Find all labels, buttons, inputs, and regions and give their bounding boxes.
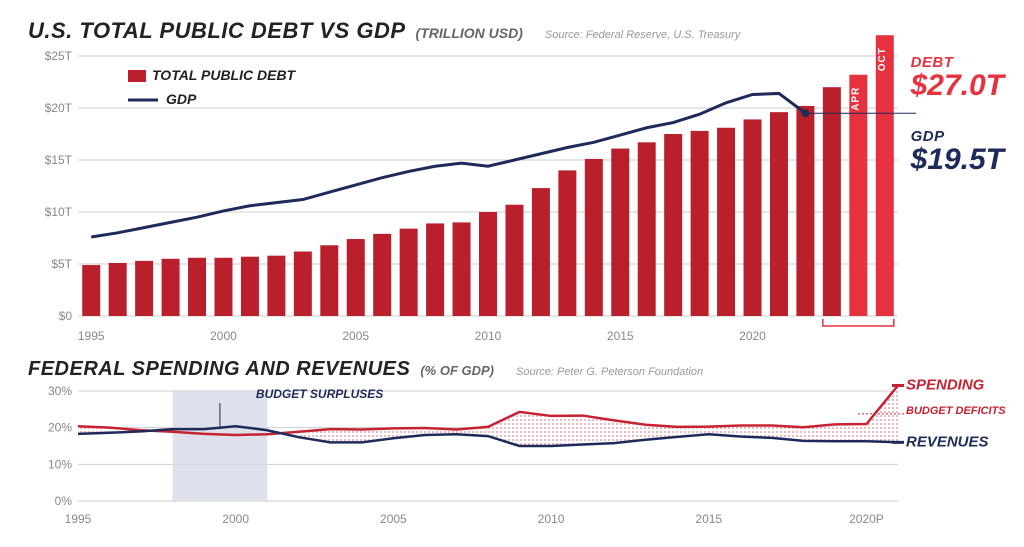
svg-text:GDP: GDP [166, 91, 197, 107]
svg-text:2015: 2015 [695, 512, 722, 526]
bottom-title: FEDERAL SPENDING AND REVENUES [28, 358, 410, 381]
bottom-subtitle: (% OF GDP) [420, 363, 494, 378]
svg-text:BUDGET DEFICITS: BUDGET DEFICITS [906, 405, 1006, 417]
svg-text:2005: 2005 [380, 512, 407, 526]
svg-text:20%: 20% [48, 421, 72, 435]
bottom-source: Source: Peter G. Peterson Foundation [516, 366, 703, 378]
svg-text:OCT: OCT [877, 47, 888, 71]
svg-text:$20T: $20T [45, 101, 73, 115]
svg-text:SPENDING: SPENDING [906, 377, 985, 394]
svg-text:APR: APR [850, 87, 861, 111]
svg-text:2005: 2005 [342, 329, 369, 343]
bottom-chart-svg: 0%10%20%30%BUDGET SURPLUSESSPENDINGREVEN… [28, 387, 1008, 537]
top-title: U.S. TOTAL PUBLIC DEBT VS GDP [28, 18, 406, 44]
bottom-title-row: FEDERAL SPENDING AND REVENUES (% OF GDP)… [28, 358, 996, 381]
gdp-callout: GDP $19.5T [911, 128, 1004, 175]
svg-text:$15T: $15T [45, 153, 73, 167]
svg-text:1995: 1995 [78, 329, 105, 343]
svg-text:30%: 30% [48, 384, 72, 398]
svg-text:TOTAL PUBLIC DEBT: TOTAL PUBLIC DEBT [152, 67, 297, 83]
debt-callout-value: $27.0T [911, 71, 1004, 101]
top-source: Source: Federal Reserve, U.S. Treasury [545, 29, 740, 41]
top-title-row: U.S. TOTAL PUBLIC DEBT VS GDP (TRILLION … [28, 18, 996, 44]
svg-text:2010: 2010 [475, 329, 502, 343]
svg-text:2000: 2000 [222, 512, 249, 526]
top-subtitle: (TRILLION USD) [416, 25, 523, 41]
svg-text:1995: 1995 [65, 512, 92, 526]
gdp-callout-value: $19.5T [911, 145, 1004, 175]
svg-text:$25T: $25T [45, 49, 73, 63]
svg-text:0%: 0% [55, 494, 73, 508]
svg-text:REVENUES: REVENUES [906, 433, 989, 450]
svg-text:BUDGET SURPLUSES: BUDGET SURPLUSES [256, 387, 383, 401]
svg-text:2020P: 2020P [849, 512, 884, 526]
bottom-chart-wrap: 0%10%20%30%BUDGET SURPLUSESSPENDINGREVEN… [28, 387, 996, 537]
svg-text:2020: 2020 [739, 329, 766, 343]
svg-text:$5T: $5T [51, 257, 72, 271]
svg-text:10%: 10% [48, 457, 72, 471]
top-chart-wrap: $0 $5T $10T $15T $20T $25T TOTAL PUBLIC DEBT GD… [28, 50, 996, 350]
svg-text:$0: $0 [59, 309, 73, 323]
svg-text:2015: 2015 [607, 329, 634, 343]
debt-callout: DEBT $27.0T [911, 54, 1004, 101]
svg-text:$10T: $10T [45, 205, 73, 219]
svg-text:2000: 2000 [210, 329, 237, 343]
svg-text:2010: 2010 [538, 512, 565, 526]
top-chart-svg: $0 $5T $10T $15T $20T $25T TOTAL PUBLIC DEBT GD… [28, 50, 1008, 350]
